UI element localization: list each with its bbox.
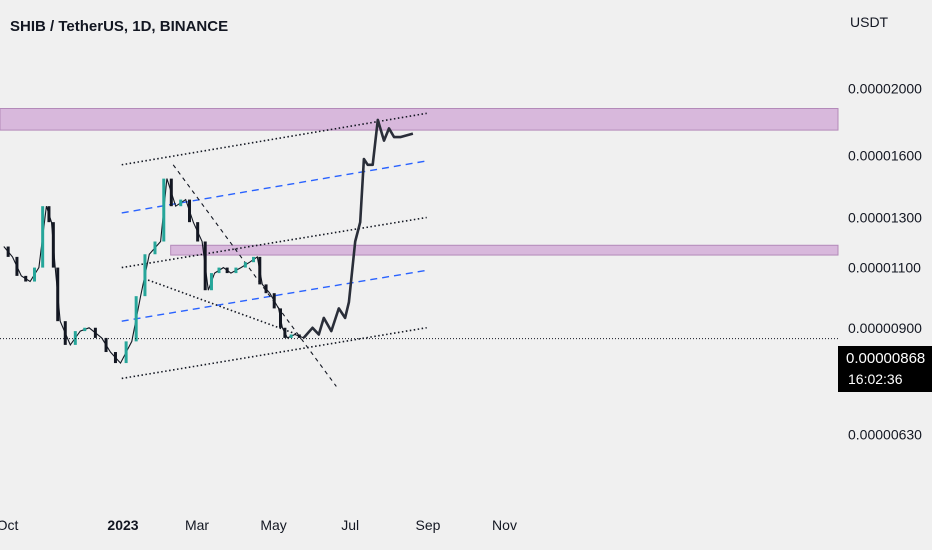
candle-body: [93, 327, 97, 338]
candle-body: [51, 222, 55, 268]
candle-body: [56, 267, 60, 322]
channel-line: [144, 277, 298, 336]
zone-box: [0, 108, 839, 131]
zone-box: [170, 244, 839, 256]
x-tick-label: Nov: [492, 517, 517, 533]
candle-body: [153, 241, 157, 255]
channel-line: [121, 160, 427, 214]
candle-body: [15, 256, 19, 276]
candle-body: [283, 327, 287, 338]
y-tick-label: 0.00001100: [848, 260, 921, 276]
candle-body: [272, 293, 276, 309]
channel-line: [172, 164, 337, 387]
channel-line: [121, 216, 427, 269]
candle-body: [63, 321, 67, 345]
candle-body: [47, 206, 51, 223]
candle-body: [33, 267, 37, 282]
candle-body: [234, 267, 238, 274]
last-price: 0.00000868: [846, 350, 926, 367]
y-tick-label: 0.00002000: [848, 80, 922, 96]
candle-countdown: 16:02:36: [848, 371, 903, 387]
y-tick-label: 0.00001600: [848, 147, 922, 163]
candle-body: [203, 241, 207, 291]
candle-body: [243, 262, 247, 268]
candle-body: [252, 256, 256, 263]
candle-body: [297, 334, 301, 338]
candle-body: [264, 284, 268, 294]
candle-body: [41, 206, 45, 268]
currency-label: USDT: [850, 14, 889, 30]
candle-body: [104, 337, 108, 353]
y-tick-label: 0.00001300: [848, 210, 922, 226]
candle-body: [134, 296, 138, 342]
candle-body: [196, 222, 200, 242]
candle-body: [169, 178, 173, 207]
candle-body: [225, 267, 229, 274]
candle-body: [83, 327, 87, 332]
candle-body: [258, 256, 262, 285]
candle-body: [179, 199, 183, 207]
candle-body: [24, 275, 28, 282]
x-tick-label: Mar: [185, 517, 209, 533]
x-tick-label: Oct: [0, 517, 19, 533]
candle-body: [188, 199, 192, 223]
candle-body: [6, 246, 10, 257]
projection-line: [302, 118, 414, 339]
candle-body: [289, 334, 293, 338]
candle-body: [73, 331, 77, 345]
x-tick-label: Jul: [341, 517, 359, 533]
candle-body: [278, 308, 282, 328]
x-tick-label: 2023: [107, 517, 138, 533]
chart-title: SHIB / TetherUS, 1D, BINANCE: [10, 18, 229, 35]
candle-body: [209, 273, 213, 291]
candle-body: [162, 178, 166, 242]
candle-body: [217, 267, 221, 274]
y-tick-label: 0.00000630: [848, 427, 922, 443]
candle-body: [124, 341, 128, 364]
channel-line: [121, 326, 427, 380]
candle-body: [143, 254, 147, 297]
candle-body: [113, 352, 117, 364]
channel-line: [121, 269, 427, 322]
x-tick-label: Sep: [415, 517, 440, 533]
x-tick-label: May: [260, 517, 286, 533]
last-price-badge: 0.00000868 16:02:36: [838, 346, 932, 392]
y-tick-label: 0.00000900: [848, 320, 922, 336]
